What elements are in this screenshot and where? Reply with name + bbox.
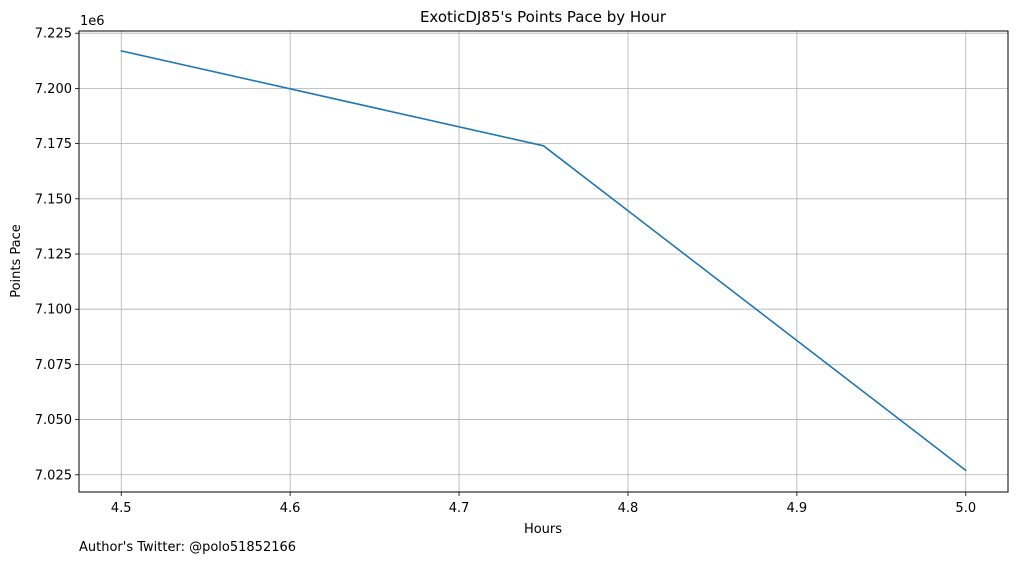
y-axis-label: Points Pace	[9, 224, 24, 298]
y-tick-label: 7.050	[35, 413, 72, 428]
y-tick-label: 7.075	[35, 358, 72, 373]
y-tick-label: 7.100	[35, 303, 72, 318]
x-tick-label: 4.5	[111, 501, 132, 516]
x-tick-label: 4.6	[280, 501, 301, 516]
plot-area-frame	[78, 30, 1009, 493]
series-layer	[120, 50, 967, 472]
x-tick-label: 4.8	[618, 501, 639, 516]
series-line	[121, 50, 967, 471]
y-tick-label: 7.125	[35, 247, 72, 262]
x-tick-label: 4.9	[787, 501, 808, 516]
y-tick-label: 7.175	[35, 137, 72, 152]
author-twitter-note: Author's Twitter: @polo51852166	[79, 540, 296, 555]
series-point	[542, 145, 545, 147]
x-axis-label: Hours	[524, 522, 562, 537]
x-tick-label: 4.7	[449, 501, 470, 516]
grid	[79, 31, 1008, 492]
x-axis-ticks: 4.5 4.6 4.7 4.8 4.9 5.0	[111, 492, 976, 516]
y-tick-label: 7.025	[35, 468, 72, 483]
y-tick-label: 7.150	[35, 192, 72, 207]
x-tick-label: 5.0	[955, 501, 976, 516]
y-axis-offset-label: 1e6	[80, 14, 105, 29]
chart-title: ExoticDJ85's Points Pace by Hour	[420, 8, 667, 26]
series-point	[964, 469, 967, 472]
series-point	[120, 50, 123, 52]
y-tick-label: 7.200	[35, 82, 72, 97]
y-tick-label: 7.225	[35, 27, 72, 42]
y-axis-ticks: 7.025 7.050 7.075 7.100 7.125 7.150 7.175 7.200…	[35, 27, 79, 483]
